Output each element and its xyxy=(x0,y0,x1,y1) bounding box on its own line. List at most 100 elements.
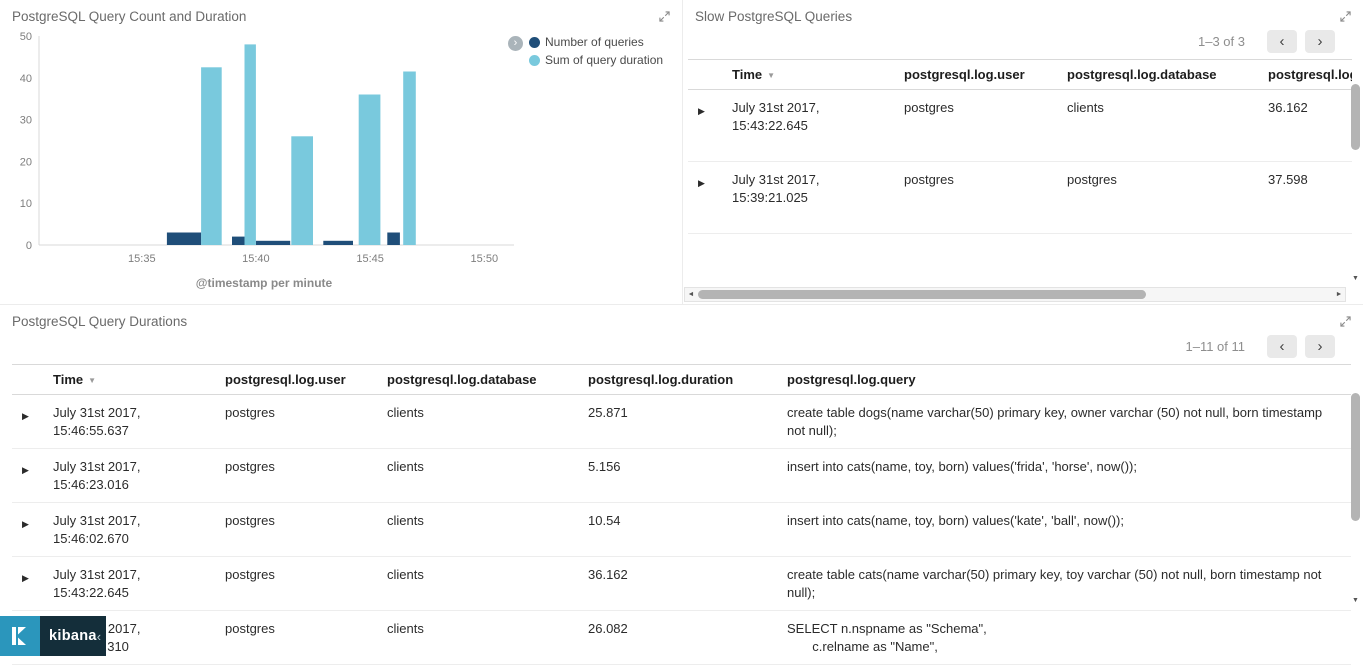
chart-legend: › Number of queries Sum of query duratio… xyxy=(508,35,663,67)
svg-text:10: 10 xyxy=(20,198,32,210)
svg-text:15:40: 15:40 xyxy=(242,253,270,265)
svg-text:50: 50 xyxy=(20,31,32,43)
column-header-time[interactable]: Time ▼ xyxy=(724,59,896,90)
slow-queries-table: Time ▼ postgresql.log.user postgresql.log.d… xyxy=(688,59,1352,234)
table-cell-expander: ▶ xyxy=(12,448,45,503)
svg-text:40: 40 xyxy=(20,73,32,85)
expand-row-icon[interactable]: ▶ xyxy=(22,519,29,529)
panel-title: Slow PostgreSQL Queries xyxy=(695,9,853,24)
column-header-time[interactable]: Time ▼ xyxy=(45,364,217,395)
table-row: ▶ July 31st 2017, 15:46:55.637 postgres cli… xyxy=(12,394,1351,449)
table-cell-expander: ▶ xyxy=(12,394,45,449)
table-cell: 25.871 xyxy=(580,394,779,449)
legend-item-sum-of-query-duration[interactable]: Sum of query duration xyxy=(529,53,663,67)
expand-row-icon[interactable]: ▶ xyxy=(698,106,705,116)
column-header-postgresql-log-duration[interactable]: postgresql.log.duration xyxy=(1260,59,1352,90)
scroll-left-icon[interactable]: ◄ xyxy=(687,291,695,298)
table-row: ▶ July 31st 2017, 15:46:02.670 postgres cli… xyxy=(12,502,1351,557)
column-header-postgresql-log-user[interactable]: postgresql.log.user xyxy=(896,59,1059,90)
sort-desc-icon: ▼ xyxy=(767,71,776,80)
svg-text:0: 0 xyxy=(26,240,32,252)
sort-desc-icon: ▼ xyxy=(88,376,97,385)
table-cell: July 31st 2017, 15:46:55.637 xyxy=(45,394,217,449)
scrollbar-thumb[interactable] xyxy=(698,290,1146,299)
vertical-scrollbar[interactable]: ▼ xyxy=(1350,361,1361,604)
table-cell: clients xyxy=(379,502,580,557)
table-cell: 36.162 xyxy=(1260,89,1352,162)
table-cell: July 31st 2017, 15:43:22.645 xyxy=(45,556,217,611)
legend-label: Number of queries xyxy=(545,35,644,49)
query-durations-table: Time ▼ postgresql.log.user postgresql.log.d… xyxy=(12,364,1351,665)
table-cell: postgres xyxy=(1059,161,1260,234)
panel-header: Slow PostgreSQL Queries xyxy=(683,0,1363,26)
expand-row-icon[interactable]: ▶ xyxy=(22,573,29,583)
table-row: ▶ July 31st 2017, 15:43:22.645 postgres cli… xyxy=(688,89,1352,162)
pagination: 1–3 of 3 ‹ › xyxy=(683,26,1363,59)
series-color-dot xyxy=(529,36,540,48)
pagination-range: 1–3 of 3 xyxy=(1198,34,1245,49)
expand-row-icon[interactable]: ▶ xyxy=(22,411,29,421)
column-header-postgresql-log-database[interactable]: postgresql.log.database xyxy=(1059,59,1260,90)
legend-label: Sum of query duration xyxy=(545,53,664,67)
scroll-down-icon[interactable]: ▼ xyxy=(1352,275,1359,282)
expand-row-icon[interactable]: ▶ xyxy=(22,465,29,475)
column-header-postgresql-log-duration[interactable]: postgresql.log.duration xyxy=(580,364,779,395)
legend-toggle-icon[interactable]: › xyxy=(508,36,523,51)
expand-panel-icon[interactable] xyxy=(1340,316,1351,327)
expand-row-icon[interactable]: ▶ xyxy=(698,178,705,188)
legend-items: Number of queries Sum of query duration xyxy=(529,35,663,67)
expand-panel-icon[interactable] xyxy=(659,11,670,22)
table-cell: postgres xyxy=(217,610,379,665)
panel-title: PostgreSQL Query Durations xyxy=(12,314,188,329)
table-row: ▶ July 31st 2017, 15:46:23.016 postgres cli… xyxy=(12,448,1351,503)
svg-text:20: 20 xyxy=(20,156,32,168)
next-page-button[interactable]: › xyxy=(1305,30,1335,53)
kibana-logo-icon[interactable] xyxy=(0,616,40,656)
pagination: 1–11 of 11 ‹ › xyxy=(0,331,1363,364)
table-cell: postgres xyxy=(896,161,1059,234)
next-page-button[interactable]: › xyxy=(1305,335,1335,358)
table-cell: 37.598 xyxy=(1260,161,1352,234)
table-cell-expander: ▶ xyxy=(12,556,45,611)
panel-header: PostgreSQL Query Durations xyxy=(0,305,1363,331)
pagination-range: 1–11 of 11 xyxy=(1185,339,1245,354)
scrollbar-thumb[interactable] xyxy=(1351,84,1360,150)
horizontal-scrollbar[interactable]: ◄ ► xyxy=(684,287,1346,302)
column-header-postgresql-log-user[interactable]: postgresql.log.user xyxy=(217,364,379,395)
table-row: ▶ July 31st 2017, 15:39:21.025 postgres pos… xyxy=(688,161,1352,234)
table-cell: July 31st 2017, 15:46:02.670 xyxy=(45,502,217,557)
series-color-dot xyxy=(529,54,540,66)
scrollbar-thumb[interactable] xyxy=(1351,393,1360,521)
expand-panel-icon[interactable] xyxy=(1340,11,1351,22)
panel-title: PostgreSQL Query Count and Duration xyxy=(12,9,247,24)
column-header-postgresql-log-query[interactable]: postgresql.log.query xyxy=(779,364,1351,395)
table-cell: postgres xyxy=(217,556,379,611)
scroll-down-icon[interactable]: ▼ xyxy=(1352,597,1359,604)
table-cell: SELECT n.nspname as "Schema", c.relname … xyxy=(779,610,1351,665)
collapse-nav-icon[interactable]: ‹ xyxy=(96,628,102,644)
chart-area: 0 10 20 30 40 50 15:35 15:40 15:45 15:50 @timesta… xyxy=(0,26,682,294)
table-cell: insert into cats(name, toy, born) values… xyxy=(779,448,1351,503)
table-cell-expander: ▶ xyxy=(688,161,724,234)
legend-item-number-of-queries[interactable]: Number of queries xyxy=(529,35,663,49)
table-cell: clients xyxy=(379,448,580,503)
scroll-right-icon[interactable]: ► xyxy=(1335,291,1343,298)
panel-slow-queries: Slow PostgreSQL Queries 1–3 of 3 ‹ › Tim… xyxy=(683,0,1363,305)
prev-page-button[interactable]: ‹ xyxy=(1267,30,1297,53)
prev-page-button[interactable]: ‹ xyxy=(1267,335,1297,358)
vertical-scrollbar[interactable]: ▼ xyxy=(1350,84,1361,282)
kibana-nav-bar: kibana ‹ xyxy=(0,616,106,656)
panel-query-durations: PostgreSQL Query Durations 1–11 of 11 ‹ … xyxy=(0,305,1363,665)
table-cell: clients xyxy=(379,394,580,449)
table-cell: 26.082 xyxy=(580,610,779,665)
kibana-wordmark[interactable]: kibana xyxy=(49,628,97,644)
table-cell: 36.162 xyxy=(580,556,779,611)
column-header-postgresql-log-database[interactable]: postgresql.log.database xyxy=(379,364,580,395)
table-cell: postgres xyxy=(217,448,379,503)
table-cell: postgres xyxy=(217,394,379,449)
table-cell: create table cats(name varchar(50) prima… xyxy=(779,556,1351,611)
svg-text:15:35: 15:35 xyxy=(128,253,156,265)
table-cell-expander: ▶ xyxy=(688,89,724,162)
table-row: ▶ July 31st 2017, 15:43:22.645 postgres cli… xyxy=(12,556,1351,611)
table-cell: postgres xyxy=(217,502,379,557)
